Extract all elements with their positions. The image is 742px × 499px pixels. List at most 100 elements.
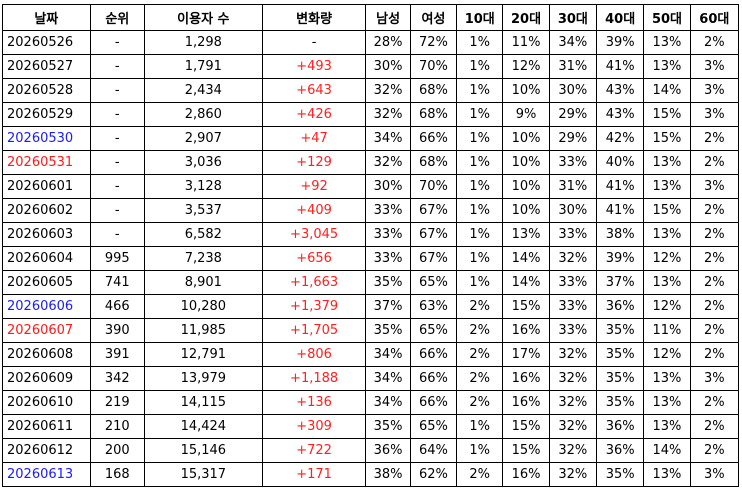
- table-row: 20260610 219 14,115 +136 34% 66% 2% 16% 32% 35% 13…: [2, 390, 740, 415]
- header-cell: 60대: [689, 4, 740, 31]
- table-cell: 16%: [502, 318, 550, 343]
- table-cell: 1%: [456, 414, 504, 439]
- table-cell: 3%: [689, 54, 740, 79]
- table-cell: 14,424: [143, 414, 263, 439]
- table-cell: 2%: [456, 390, 504, 415]
- table-cell: 34%: [365, 342, 411, 367]
- table-cell: 13%: [643, 270, 691, 295]
- table-cell: 30%: [365, 54, 411, 79]
- table-cell: 2%: [689, 342, 740, 367]
- table-cell: 35%: [365, 414, 411, 439]
- table-cell: 2%: [689, 318, 740, 343]
- table-cell: 33%: [548, 294, 598, 319]
- table-cell: 35%: [595, 366, 645, 391]
- table-cell: 15%: [502, 414, 550, 439]
- table-cell: +309: [261, 414, 367, 439]
- header-cell: 날짜: [2, 4, 91, 31]
- table-cell: 30%: [548, 198, 598, 223]
- table-cell: +409: [261, 198, 367, 223]
- table-header: 날짜 순위 이용자 수 변화량 남성 여성 10대 20대 30대 40대 50대 60대: [2, 4, 740, 31]
- table-row: 20260609 342 13,979 +1,188 34% 66% 2% 16% 32% 35%…: [2, 366, 740, 391]
- table-cell: 2,907: [143, 126, 263, 151]
- table-cell: 1%: [456, 78, 504, 103]
- table-cell: 2,434: [143, 78, 263, 103]
- table-cell: 13,979: [143, 366, 263, 391]
- table-row: 20260530-2,907 +47 34% 66% 1% 10% 29% 42% 15% 2%: [2, 126, 740, 151]
- table-cell: 391: [89, 342, 145, 367]
- table-cell: 31%: [548, 54, 598, 79]
- table-cell: 15%: [502, 438, 550, 463]
- table-cell: 66%: [409, 126, 458, 151]
- table-cell: 37%: [365, 294, 411, 319]
- table-cell: 1%: [456, 174, 504, 199]
- table-cell: 1%: [456, 270, 504, 295]
- table-cell: 10,280: [143, 294, 263, 319]
- date-cell: 20260602: [2, 198, 91, 223]
- table-cell: 2%: [689, 294, 740, 319]
- table-cell: 2%: [689, 198, 740, 223]
- table-cell: 210: [89, 414, 145, 439]
- table-cell: 37%: [595, 270, 645, 295]
- header-cell: 변화량: [261, 4, 367, 31]
- table-cell: 41%: [595, 198, 645, 223]
- table-cell: +129: [261, 150, 367, 175]
- table-cell: 2%: [689, 246, 740, 271]
- table-cell: 12,791: [143, 342, 263, 367]
- table-cell: 3%: [689, 462, 740, 487]
- table-cell: 43%: [595, 102, 645, 127]
- table-cell: 10%: [502, 126, 550, 151]
- table-cell: 34%: [548, 30, 598, 55]
- date-cell: 20260526: [2, 30, 91, 55]
- table-cell: +3,045: [261, 222, 367, 247]
- table-cell: 36%: [595, 414, 645, 439]
- table-cell: 31%: [548, 174, 598, 199]
- table-cell: 6,582: [143, 222, 263, 247]
- table-cell: -: [89, 174, 145, 199]
- date-cell: 20260531: [2, 150, 91, 175]
- table-cell: 11%: [643, 318, 691, 343]
- table-cell: 17%: [502, 342, 550, 367]
- table-cell: 2%: [689, 126, 740, 151]
- table-cell: 12%: [643, 342, 691, 367]
- table-cell: 64%: [409, 438, 458, 463]
- table-cell: +722: [261, 438, 367, 463]
- table-cell: 466: [89, 294, 145, 319]
- table-cell: 2%: [689, 414, 740, 439]
- table-cell: 65%: [409, 318, 458, 343]
- table-cell: 68%: [409, 78, 458, 103]
- date-cell: 20260530: [2, 126, 91, 151]
- header-cell: 이용자 수: [143, 4, 263, 31]
- table-cell: 13%: [643, 414, 691, 439]
- table-cell: 30%: [548, 78, 598, 103]
- table-cell: 1%: [456, 222, 504, 247]
- header-cell: 40대: [595, 4, 645, 31]
- table-cell: 10%: [502, 150, 550, 175]
- table-cell: 68%: [409, 150, 458, 175]
- table-cell: 62%: [409, 462, 458, 487]
- table-cell: 11%: [502, 30, 550, 55]
- date-cell: 20260601: [2, 174, 91, 199]
- table-cell: 35%: [595, 342, 645, 367]
- table-cell: 16%: [502, 390, 550, 415]
- table-cell: 32%: [365, 78, 411, 103]
- table-cell: 3,128: [143, 174, 263, 199]
- table-cell: 15,146: [143, 438, 263, 463]
- table-cell: 1,298: [143, 30, 263, 55]
- table-row: 20260528-2,434 +643 32% 68% 1% 10% 30% 43% 14% 3%: [2, 78, 740, 103]
- table-cell: 2%: [456, 342, 504, 367]
- table-cell: -: [89, 54, 145, 79]
- table-cell: 33%: [365, 222, 411, 247]
- table-cell: 2%: [689, 438, 740, 463]
- table-cell: 13%: [502, 222, 550, 247]
- table-cell: 12%: [643, 294, 691, 319]
- table-cell: 40%: [595, 150, 645, 175]
- table-cell: -: [89, 78, 145, 103]
- table-cell: 13%: [643, 174, 691, 199]
- table-cell: 14,115: [143, 390, 263, 415]
- table-cell: 2%: [456, 462, 504, 487]
- header-cell: 10대: [456, 4, 504, 31]
- table-row: 20260531-3,036 +129 32% 68% 1% 10% 33% 40% 13% 2%: [2, 150, 740, 175]
- table-cell: 32%: [548, 414, 598, 439]
- table-cell: 70%: [409, 54, 458, 79]
- table-cell: -: [89, 150, 145, 175]
